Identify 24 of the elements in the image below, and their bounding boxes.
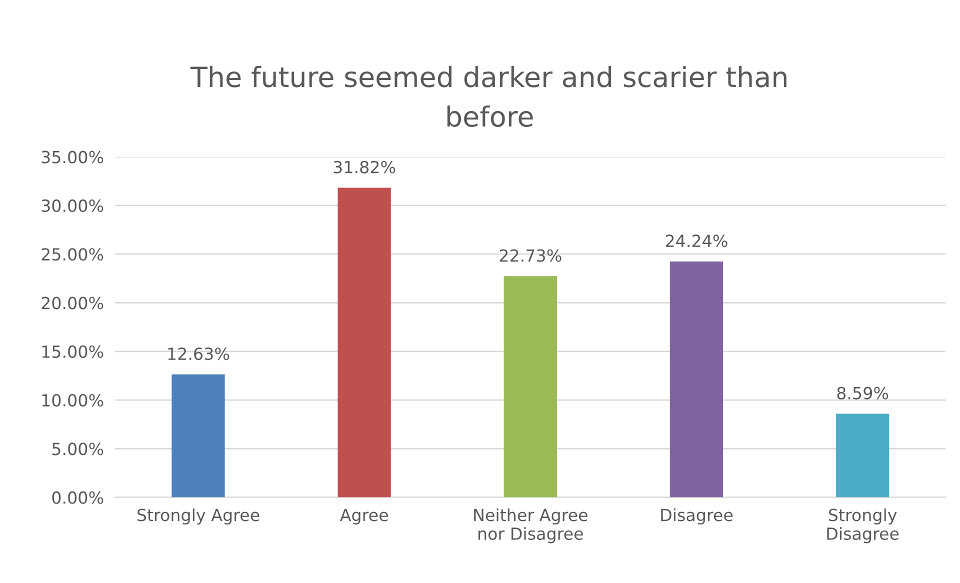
y-tick-label: 10.00% <box>42 394 104 407</box>
y-tick-label: 25.00% <box>42 248 104 261</box>
bar <box>670 262 724 498</box>
x-tick-label: Disagree <box>661 508 733 525</box>
y-tick-label: 35.00% <box>42 150 104 164</box>
x-tick-label: Strongly Agree <box>137 508 260 525</box>
y-tick-label: 20.00% <box>42 296 104 310</box>
bar <box>504 276 557 498</box>
bar <box>172 374 225 498</box>
data-label: 31.82% <box>334 160 396 174</box>
data-label: 22.73% <box>500 249 562 262</box>
chart-title: The future seemed darker and scarier than before <box>190 66 786 127</box>
x-tick-label: Agree <box>340 508 388 525</box>
y-tick-label: 0.00% <box>52 491 104 504</box>
data-label: 8.59% <box>837 386 888 400</box>
bar <box>338 188 391 498</box>
y-tick-label: 5.00% <box>52 442 104 456</box>
y-tick-label: 30.00% <box>42 199 104 212</box>
x-tick-label: Strongly Disagree <box>827 508 899 544</box>
data-label: 12.63% <box>168 347 230 360</box>
y-tick-label: 15.00% <box>42 345 104 358</box>
x-tick-label: Neither Agree nor Disagree <box>474 508 588 544</box>
bar <box>836 414 890 498</box>
data-label: 24.24% <box>666 234 728 248</box>
